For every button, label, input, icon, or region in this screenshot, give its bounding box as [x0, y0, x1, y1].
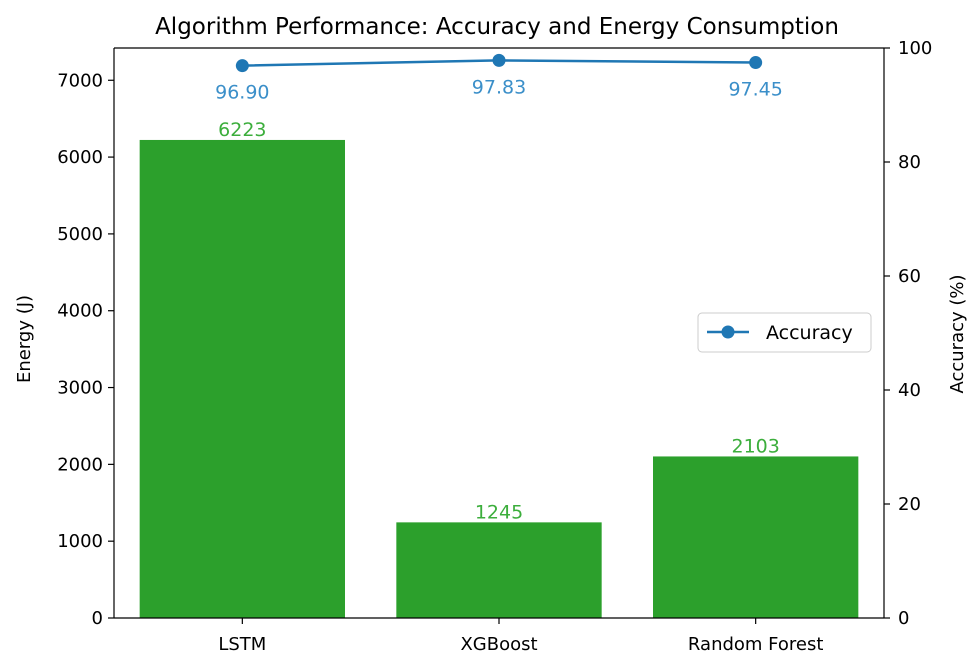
y-axis-label: Energy (J)	[14, 295, 35, 383]
x-tick-label: LSTM	[218, 634, 266, 655]
y-tick-label: 4000	[57, 301, 103, 322]
bar-value-label: 1245	[475, 501, 523, 523]
accuracy-value-label: 96.90	[215, 82, 269, 104]
y-tick-label: 0	[92, 608, 103, 629]
y2-tick-label: 0	[898, 608, 909, 629]
accuracy-point	[492, 53, 506, 67]
x-tick-label: XGBoost	[460, 634, 537, 655]
y-tick-label: 3000	[57, 378, 103, 399]
y2-tick-label: 40	[898, 380, 921, 401]
bar	[139, 139, 345, 619]
accuracy-point	[749, 56, 763, 70]
y-tick-label: 6000	[57, 147, 103, 168]
y2-tick-label: 60	[898, 266, 921, 287]
y-tick-label: 2000	[57, 454, 103, 475]
legend-marker-icon	[721, 325, 735, 339]
y-tick-label: 7000	[57, 70, 103, 91]
y-tick-label: 1000	[57, 531, 103, 552]
bar-value-label: 2103	[731, 435, 779, 457]
bar	[396, 522, 602, 618]
y2-tick-label: 80	[898, 152, 921, 173]
bar	[653, 456, 859, 618]
x-tick-label: Random Forest	[688, 634, 823, 655]
bar-value-label: 6223	[218, 119, 266, 141]
y2-axis-label: Accuracy (%)	[947, 274, 968, 393]
accuracy-value-label: 97.45	[728, 79, 782, 101]
y-tick-label: 5000	[57, 224, 103, 245]
plot-area: 6223124521030100020003000400050006000700…	[57, 38, 932, 655]
legend-label: Accuracy	[766, 322, 853, 344]
y2-tick-label: 20	[898, 494, 921, 515]
legend: Accuracy	[697, 312, 872, 353]
accuracy-point	[235, 59, 249, 73]
legend-frame	[697, 312, 872, 353]
y2-tick-label: 100	[898, 38, 932, 59]
accuracy-value-label: 97.83	[472, 76, 526, 98]
chart-title: Algorithm Performance: Accuracy and Ener…	[155, 14, 839, 40]
